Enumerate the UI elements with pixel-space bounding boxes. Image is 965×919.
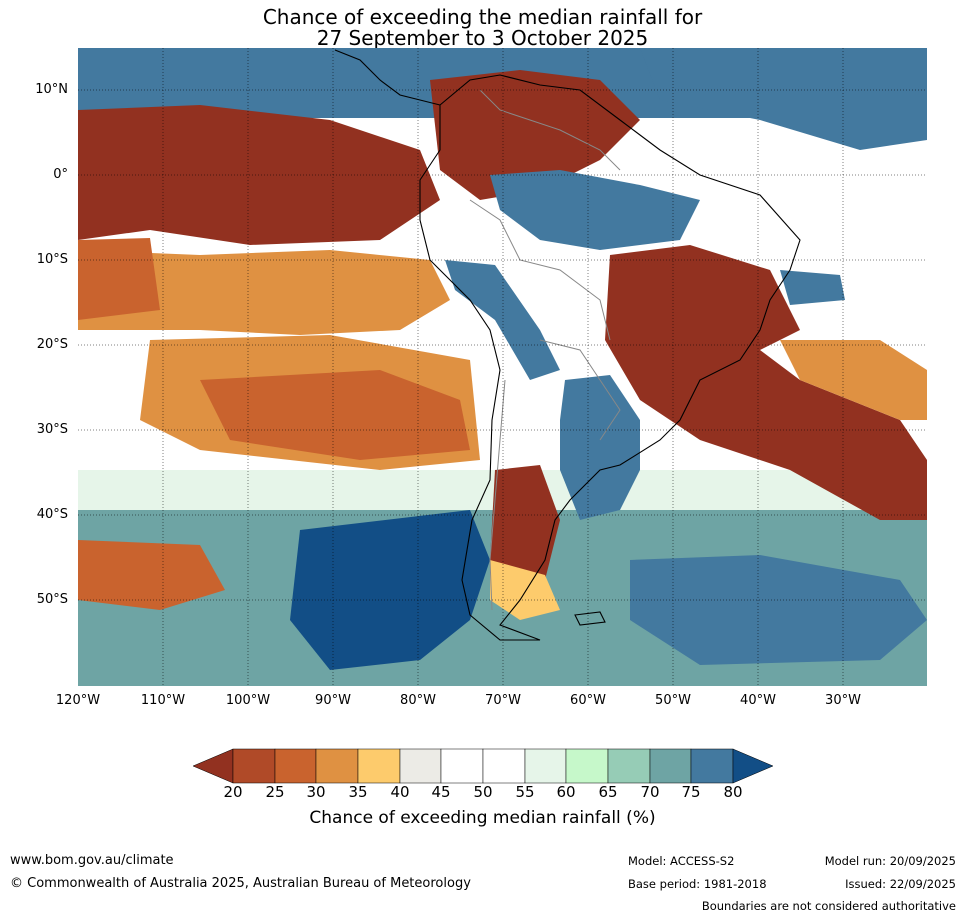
colorbar-60-65 [565, 748, 609, 784]
colorbar-50-55 [482, 748, 526, 784]
colorbar-tick-50: 50 [473, 783, 493, 801]
footer-base-period: Base period: 1981-2018 [628, 877, 767, 891]
region-southeast-pacific-30 [200, 370, 470, 460]
colorbar-tick-70: 70 [640, 783, 660, 801]
border-northern [479, 89, 621, 171]
footer-model-run: Model run: 20/09/2025 [824, 854, 956, 868]
colorbar-45-50 [440, 748, 484, 784]
border-chile-argentina [489, 379, 506, 611]
lat-label-50s: 50°S [36, 592, 68, 607]
colorbar-55-60 [524, 748, 567, 784]
region-brazil-dry [605, 245, 927, 520]
border-andes-north [469, 199, 611, 341]
colorbar-above-80 [732, 748, 774, 784]
colorbar-tick-20: 20 [223, 783, 243, 801]
region-northern-south-america-dry [430, 70, 640, 200]
central-america-coast [334, 49, 441, 106]
lat-label-10s: 10°S [36, 252, 68, 267]
colorbar-70-75 [649, 748, 692, 784]
colorbar-tick-30: 30 [306, 783, 326, 801]
colorbar-35-40 [357, 748, 401, 784]
region-pacific-dry-35 [78, 250, 450, 335]
colorbar-40-45 [399, 748, 442, 784]
lat-label-0: 0° [53, 167, 68, 182]
footer-url[interactable]: www.bom.gov.au/climate [10, 853, 174, 868]
region-la-plata-wet [560, 375, 640, 520]
south-america-coastline [419, 74, 801, 641]
region-tropical-atlantic-wet [640, 48, 927, 150]
region-patagonia-dry-40 [490, 560, 560, 620]
lon-label-30w: 30°W [825, 693, 861, 708]
border-southern-cone [539, 339, 621, 441]
colorbar-below-20 [192, 748, 234, 784]
graticule [78, 48, 927, 686]
colorbar [192, 748, 774, 784]
colorbar-tick-65: 65 [598, 783, 618, 801]
lon-label-80w: 80°W [400, 693, 436, 708]
colorbar-tick-25: 25 [265, 783, 285, 801]
colorbar-title: Chance of exceeding median rainfall (%) [309, 808, 656, 828]
lon-label-110w: 110°W [140, 693, 186, 708]
falkland-islands [574, 611, 606, 626]
lon-label-90w: 90°W [315, 693, 351, 708]
colorbar-20-25 [232, 748, 276, 784]
footer-disclaimer: Boundaries are not considered authoritat… [701, 899, 956, 913]
lon-label-60w: 60°W [570, 693, 606, 708]
region-southeast-pacific-wet [290, 510, 490, 670]
footer-copyright: © Commonwealth of Australia 2025, Austra… [10, 876, 471, 891]
lon-label-120w: 120°W [55, 693, 101, 708]
region-andes-wet [445, 260, 560, 380]
colorbar-tick-75: 75 [681, 783, 701, 801]
region-southern-atlantic-wet [630, 555, 927, 665]
lat-label-20s: 20°S [36, 337, 68, 352]
colorbar-tick-60: 60 [556, 783, 576, 801]
colorbar-tick-35: 35 [348, 783, 368, 801]
map-title-line-1: Chance of exceeding the median rainfall … [262, 5, 703, 29]
coastlines [334, 49, 801, 641]
region-central-pacific-30 [78, 238, 160, 320]
colorbar-75-80 [690, 748, 734, 784]
lon-label-100w: 100°W [225, 693, 271, 708]
lat-label-30s: 30°S [36, 422, 68, 437]
region-southwest-pacific-30 [78, 540, 225, 610]
colorbar-tick-45: 45 [431, 783, 451, 801]
colorbar-tick-80: 80 [723, 783, 743, 801]
country-borders [469, 89, 621, 611]
map-title-line-2: 27 September to 3 October 2025 [316, 26, 649, 50]
lat-label-40s: 40°S [36, 507, 68, 522]
lon-label-50w: 50°W [655, 693, 691, 708]
region-amazon-wet [490, 170, 700, 250]
lon-label-40w: 40°W [740, 693, 776, 708]
rainfall-probability-field [78, 48, 927, 686]
colorbar-65-70 [607, 748, 651, 784]
lat-label-10n: 10°N [35, 82, 68, 97]
colorbar-30-35 [315, 748, 359, 784]
colorbar-tick-40: 40 [390, 783, 410, 801]
region-atlantic-dry-35 [780, 340, 927, 420]
region-northeast-brazil-wet [780, 270, 845, 305]
footer-issued: Issued: 22/09/2025 [845, 877, 956, 891]
footer-model: Model: ACCESS-S2 [628, 854, 735, 868]
colorbar-25-30 [274, 748, 317, 784]
lon-label-70w: 70°W [485, 693, 521, 708]
colorbar-tick-55: 55 [515, 783, 535, 801]
